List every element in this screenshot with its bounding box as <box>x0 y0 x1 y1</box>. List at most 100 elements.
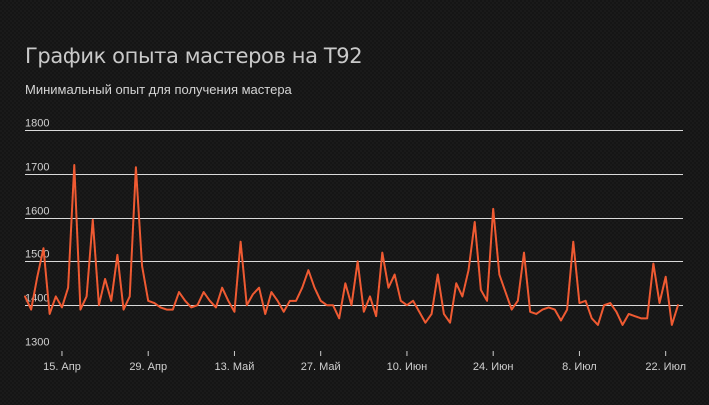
data-point <box>399 299 403 303</box>
data-point <box>171 308 175 312</box>
data-point <box>664 275 668 279</box>
data-point <box>288 299 292 303</box>
data-point <box>602 303 606 307</box>
data-point <box>448 321 452 325</box>
data-point <box>534 312 538 316</box>
axis-layer: 1300 1400 1500 1600 1700 1800 15. Апр 29. Апр 13… <box>25 118 686 374</box>
data-point <box>442 312 446 316</box>
data-point <box>362 310 366 314</box>
data-point <box>226 299 230 303</box>
data-point <box>553 308 557 312</box>
data-point <box>540 308 544 312</box>
data-point <box>467 268 471 272</box>
data-point <box>516 299 520 303</box>
data-point <box>232 310 236 314</box>
data-point <box>85 294 89 298</box>
data-point <box>485 299 489 303</box>
data-point <box>189 305 193 309</box>
data-point <box>202 290 206 294</box>
y-tick-label: 1600 <box>25 206 49 218</box>
data-point <box>411 299 415 303</box>
data-point <box>325 303 329 307</box>
x-tick-label: 29. Апр <box>129 361 167 373</box>
data-point <box>269 290 273 294</box>
data-point <box>152 301 156 305</box>
data-point <box>571 240 575 244</box>
data-point <box>368 294 372 298</box>
data-point <box>676 303 680 307</box>
data-point <box>41 246 45 250</box>
data-point <box>504 290 508 294</box>
data-point <box>60 305 64 309</box>
data-point <box>350 303 354 307</box>
data-point <box>577 301 581 305</box>
data-point <box>294 299 298 303</box>
data-point <box>522 251 526 255</box>
data-point <box>97 303 101 307</box>
data-point <box>497 273 501 277</box>
data-point <box>263 312 267 316</box>
data-point <box>405 303 409 307</box>
data-point <box>109 299 113 303</box>
data-point <box>608 301 612 305</box>
data-point <box>282 310 286 314</box>
data-point <box>331 303 335 307</box>
data-point <box>91 218 95 222</box>
data-point <box>300 286 304 290</box>
data-point <box>645 316 649 320</box>
x-tick-label: 15. Апр <box>43 361 81 373</box>
data-point <box>177 290 181 294</box>
data-point <box>621 323 625 327</box>
data-point <box>54 294 58 298</box>
y-tick-label: 1300 <box>25 337 49 349</box>
data-point <box>72 163 76 167</box>
x-tick-label: 27. Май <box>301 361 341 373</box>
y-tick-label: 1400 <box>25 293 49 305</box>
data-point <box>35 275 39 279</box>
data-point <box>103 277 107 281</box>
data-point <box>491 207 495 211</box>
data-point <box>23 294 27 298</box>
data-point <box>627 312 631 316</box>
data-point <box>670 323 674 327</box>
data-point <box>460 294 464 298</box>
x-tick-label: 8. Июл <box>562 361 597 373</box>
chart-title: График опыта мастеров на Т92 <box>25 44 363 68</box>
x-tick-label: 24. Июн <box>473 361 514 373</box>
data-point <box>651 262 655 266</box>
data-point <box>510 308 514 312</box>
y-tick-label: 1500 <box>25 249 49 261</box>
data-point <box>128 294 132 298</box>
data-point <box>159 305 163 309</box>
data-point <box>78 308 82 312</box>
data-point <box>140 264 144 268</box>
data-point <box>658 301 662 305</box>
data-point <box>423 321 427 325</box>
data-point <box>195 303 199 307</box>
data-point <box>374 314 378 318</box>
data-point <box>393 273 397 277</box>
data-point <box>245 303 249 307</box>
data-point <box>134 165 138 169</box>
grid-layer <box>25 130 683 306</box>
data-point <box>614 310 618 314</box>
data-point <box>528 310 532 314</box>
data-point <box>146 299 150 303</box>
data-point <box>479 288 483 292</box>
data-point <box>559 319 563 323</box>
data-point <box>343 281 347 285</box>
data-point <box>276 299 280 303</box>
x-tick-label: 22. Июл <box>645 361 686 373</box>
data-point <box>257 286 261 290</box>
data-point <box>251 292 255 296</box>
chart-subtitle: Минимальный опыт для получения мастера <box>25 82 292 97</box>
data-point <box>596 323 600 327</box>
data-point <box>565 308 569 312</box>
data-point <box>214 305 218 309</box>
data-point <box>436 273 440 277</box>
data-point <box>590 316 594 320</box>
data-point <box>115 253 119 257</box>
data-point <box>29 308 33 312</box>
